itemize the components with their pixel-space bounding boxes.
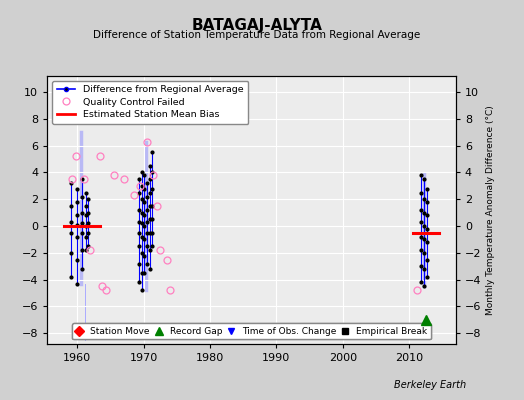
Text: Berkeley Earth: Berkeley Earth — [394, 380, 466, 390]
Text: Difference of Station Temperature Data from Regional Average: Difference of Station Temperature Data f… — [93, 30, 420, 40]
Text: BATAGAJ-ALYTA: BATAGAJ-ALYTA — [191, 18, 322, 33]
Y-axis label: Monthly Temperature Anomaly Difference (°C): Monthly Temperature Anomaly Difference (… — [486, 105, 495, 315]
Legend: Station Move, Record Gap, Time of Obs. Change, Empirical Break: Station Move, Record Gap, Time of Obs. C… — [72, 323, 431, 340]
